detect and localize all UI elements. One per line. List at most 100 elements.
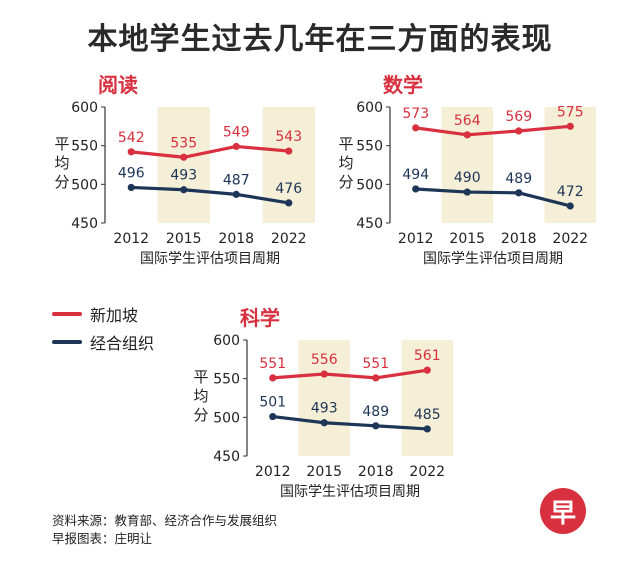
x-tick-label: 2012 <box>255 464 291 480</box>
y-tick-label: 550 <box>356 139 383 155</box>
data-point <box>127 183 135 192</box>
source-line-2: 早报图表：庄明让 <box>52 531 153 546</box>
y-tick-label: 500 <box>71 177 98 193</box>
x-tick-label: 2022 <box>409 464 445 480</box>
data-point <box>320 370 328 378</box>
x-tick-label: 2012 <box>113 231 149 247</box>
data-label: 549 <box>223 124 250 140</box>
x-axis-title: 国际学生评估项目周期 <box>140 251 280 267</box>
chart-title: 数学 <box>383 73 423 97</box>
y-axis-label-char: 分 <box>338 173 353 191</box>
data-label: 561 <box>414 348 441 364</box>
highlight-band <box>157 107 210 223</box>
legend: 新加坡 经合组织 <box>52 300 154 356</box>
data-label: 489 <box>505 171 532 187</box>
x-tick-label: 2018 <box>358 464 394 480</box>
series-line-0 <box>415 124 571 137</box>
y-axis-label-char: 平 <box>338 135 353 153</box>
y-axis-label-char: 均 <box>338 154 353 172</box>
data-point <box>423 366 431 374</box>
chart-panel-2: 450 500 550 600 平均分 2012 2015 2018 2022 国际学生评估项目周… <box>193 306 453 500</box>
y-axis-label-char: 均 <box>54 154 69 172</box>
y-tick-label: 500 <box>356 177 383 193</box>
chart-panel-0: 450 500 550 600 平均分 2012 2015 2018 2022 国际学生评估项目周… <box>54 73 315 267</box>
data-point <box>269 412 277 421</box>
data-point <box>412 124 420 132</box>
zaobao-logo: 早 <box>540 488 586 534</box>
y-tick-label: 600 <box>71 100 98 116</box>
data-point <box>372 374 380 382</box>
x-tick-label: 2022 <box>271 231 307 247</box>
x-axis-title: 国际学生评估项目周期 <box>280 484 420 500</box>
data-point <box>423 425 431 433</box>
data-point <box>180 186 188 194</box>
y-tick-label: 600 <box>356 100 383 116</box>
y-tick-label: 450 <box>71 216 98 232</box>
data-label: 476 <box>275 181 302 197</box>
chart-title: 阅读 <box>98 73 138 97</box>
legend-item-oecd: 经合组织 <box>52 328 154 356</box>
chart-panel-1: 450 500 550 600 平均分 2012 2015 2018 2022 国际学生评估项目周… <box>338 73 596 267</box>
x-tick-label: 2018 <box>218 231 254 247</box>
legend-swatch-singapore <box>52 312 82 316</box>
data-label: 573 <box>402 106 429 122</box>
x-tick-label: 2015 <box>449 231 485 247</box>
y-tick-label: 600 <box>213 333 240 349</box>
data-label: 569 <box>505 109 532 125</box>
data-label: 472 <box>557 184 584 200</box>
data-label: 551 <box>362 356 389 372</box>
highlight-band <box>441 107 493 223</box>
data-label: 489 <box>362 404 389 420</box>
data-point <box>463 188 471 196</box>
legend-item-singapore: 新加坡 <box>52 300 154 328</box>
data-label: 564 <box>454 113 481 129</box>
chart-title: 科学 <box>240 306 280 330</box>
series-line-1 <box>131 185 290 205</box>
series-line-1 <box>272 414 428 431</box>
highlight-band <box>401 340 453 456</box>
data-label: 543 <box>275 129 302 145</box>
source-note: 资料来源：教育部、经济合作与发展组织 早报图表：庄明让 <box>52 512 277 548</box>
series-line-0 <box>131 144 289 159</box>
data-label: 493 <box>311 401 338 417</box>
data-point <box>412 185 420 193</box>
data-point <box>463 131 471 139</box>
series-line-1 <box>415 187 571 208</box>
series-line-0 <box>272 368 428 380</box>
highlight-band <box>298 340 350 456</box>
legend-swatch-oecd <box>52 340 82 344</box>
data-label: 542 <box>118 130 145 146</box>
data-point <box>320 419 328 427</box>
y-axis-label-char: 平 <box>54 135 69 153</box>
data-label: 551 <box>259 356 286 372</box>
y-tick-label: 500 <box>213 410 240 426</box>
x-tick-label: 2018 <box>501 231 537 247</box>
source-line-1: 资料来源：教育部、经济合作与发展组织 <box>52 513 278 528</box>
data-label: 496 <box>118 165 145 181</box>
x-tick-label: 2015 <box>306 464 342 480</box>
x-axis-title: 国际学生评估项目周期 <box>423 251 563 267</box>
data-point <box>566 202 574 210</box>
y-tick-label: 550 <box>213 372 240 388</box>
data-label: 575 <box>557 104 584 120</box>
page-title: 本地学生过去几年在三方面的表现 <box>87 22 553 57</box>
y-axis-label-char: 平 <box>193 368 208 386</box>
y-axis-label-char: 均 <box>193 387 208 405</box>
data-point <box>285 199 293 207</box>
legend-label-singapore: 新加坡 <box>90 306 139 325</box>
y-tick-label: 450 <box>356 216 383 232</box>
data-point <box>232 190 240 198</box>
y-tick-label: 550 <box>71 139 98 155</box>
legend-label-oecd: 经合组织 <box>90 334 155 353</box>
data-label: 493 <box>170 168 197 184</box>
data-label: 485 <box>414 407 441 423</box>
data-point <box>232 142 240 151</box>
x-tick-label: 2022 <box>552 231 588 247</box>
data-point <box>127 148 135 156</box>
data-label: 487 <box>223 172 250 188</box>
y-tick-label: 450 <box>213 449 240 465</box>
data-point <box>180 153 188 161</box>
data-label: 494 <box>402 167 429 183</box>
y-axis-label-char: 分 <box>54 173 69 191</box>
